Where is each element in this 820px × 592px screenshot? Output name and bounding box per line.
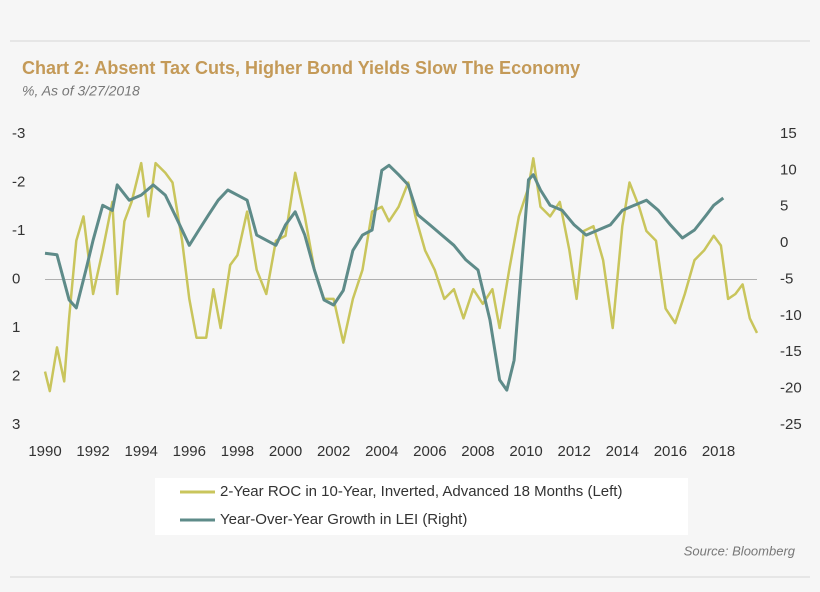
x-tick-label: 2018 bbox=[702, 443, 735, 460]
y-tick-label: -3 bbox=[12, 125, 25, 142]
y2-tick-label: -5 bbox=[780, 270, 793, 287]
x-tick-label: 1990 bbox=[28, 443, 61, 460]
y-tick-label: 1 bbox=[12, 319, 20, 336]
x-tick-label: 2014 bbox=[606, 443, 639, 460]
y2-tick-label: 15 bbox=[780, 125, 797, 142]
chart-title: Chart 2: Absent Tax Cuts, Higher Bond Yi… bbox=[22, 58, 580, 78]
y2-tick-label: -20 bbox=[780, 380, 802, 397]
legend-label: 2-Year ROC in 10-Year, Inverted, Advance… bbox=[220, 483, 622, 500]
y-tick-label: -2 bbox=[12, 173, 25, 190]
series-line bbox=[44, 163, 725, 392]
legend-label: Year-Over-Year Growth in LEI (Right) bbox=[220, 511, 467, 528]
series-line bbox=[43, 157, 759, 393]
x-tick-label: 2004 bbox=[365, 443, 398, 460]
x-tick-label: 2012 bbox=[558, 443, 591, 460]
legend-box bbox=[155, 478, 688, 535]
y2-tick-label: -10 bbox=[780, 307, 802, 324]
source: Source: Bloomberg bbox=[684, 543, 796, 558]
y-tick-label: 2 bbox=[12, 367, 20, 384]
x-tick-label: 2006 bbox=[413, 443, 446, 460]
y-tick-label: 3 bbox=[12, 416, 20, 433]
x-tick-label: 1994 bbox=[125, 443, 158, 460]
y2-tick-label: -25 bbox=[780, 416, 802, 433]
x-tick-label: 2002 bbox=[317, 443, 350, 460]
x-tick-label: 1992 bbox=[76, 443, 109, 460]
y2-tick-label: 5 bbox=[780, 198, 788, 215]
x-tick-label: 1996 bbox=[173, 443, 206, 460]
y2-tick-label: 10 bbox=[780, 161, 797, 178]
x-tick-label: 2016 bbox=[654, 443, 687, 460]
y-tick-label: 0 bbox=[12, 270, 20, 287]
x-tick-label: 2000 bbox=[269, 443, 302, 460]
y2-tick-label: 0 bbox=[780, 234, 788, 251]
x-tick-label: 1998 bbox=[221, 443, 254, 460]
x-tick-label: 2010 bbox=[509, 443, 542, 460]
y2-tick-label: -15 bbox=[780, 343, 802, 360]
chart-subtitle: %, As of 3/27/2018 bbox=[22, 83, 140, 99]
y-tick-label: -1 bbox=[12, 222, 25, 239]
x-tick-label: 2008 bbox=[461, 443, 494, 460]
